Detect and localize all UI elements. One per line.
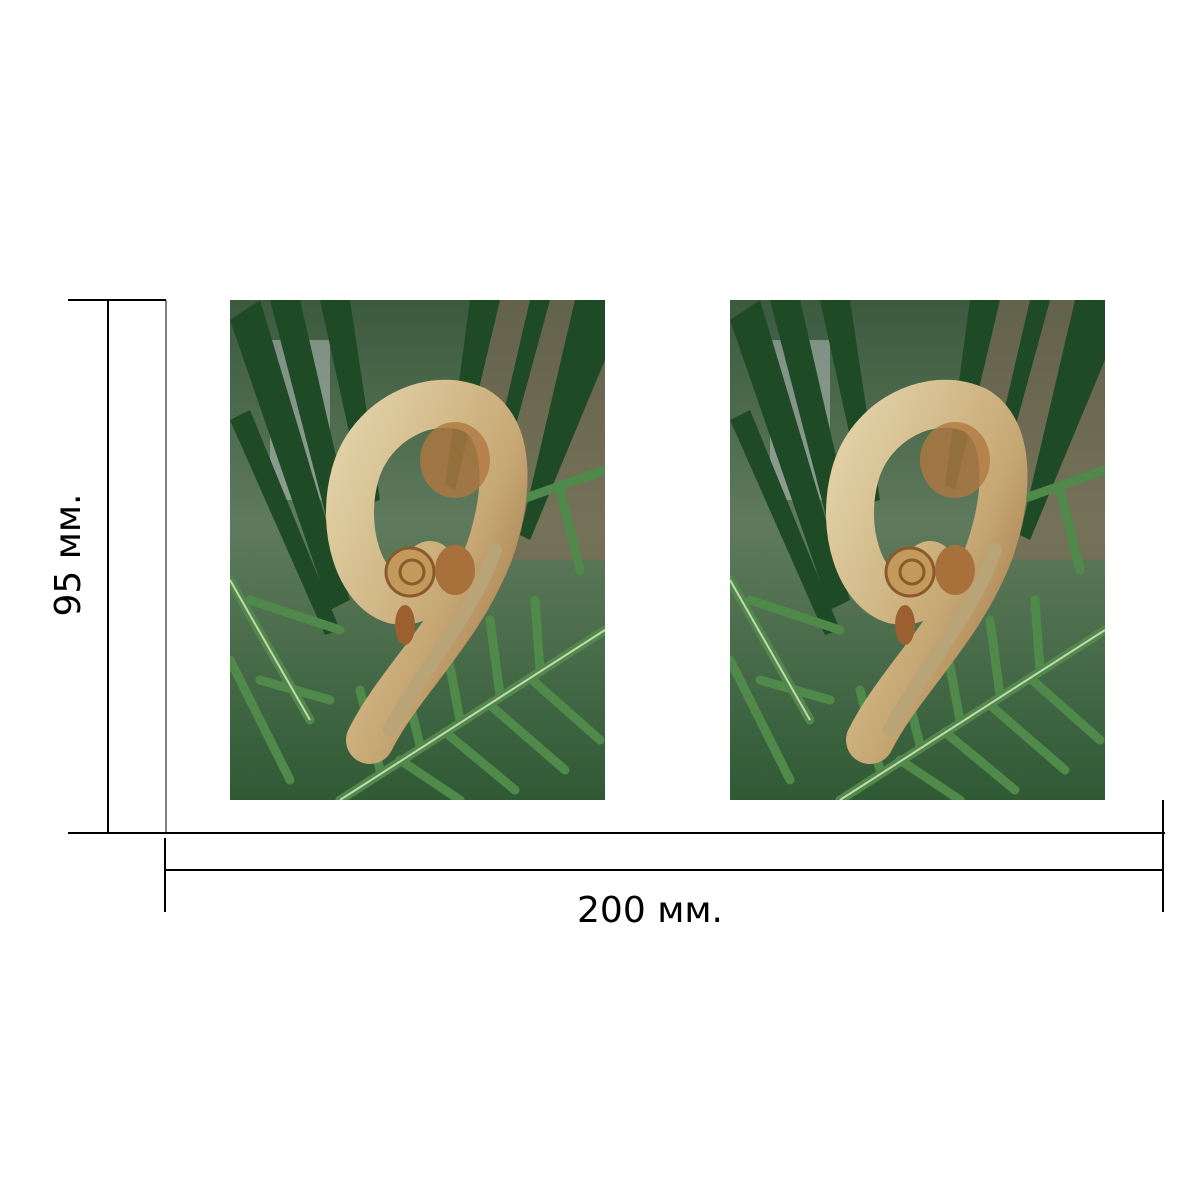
width-dimension: 200 мм. — [164, 800, 1165, 931]
product-photo — [230, 300, 605, 800]
width-label: 200 мм. — [577, 890, 723, 931]
height-label: 95 мм. — [48, 493, 89, 616]
product-photo — [730, 300, 1105, 800]
height-dimension: 95 мм. — [48, 299, 167, 834]
